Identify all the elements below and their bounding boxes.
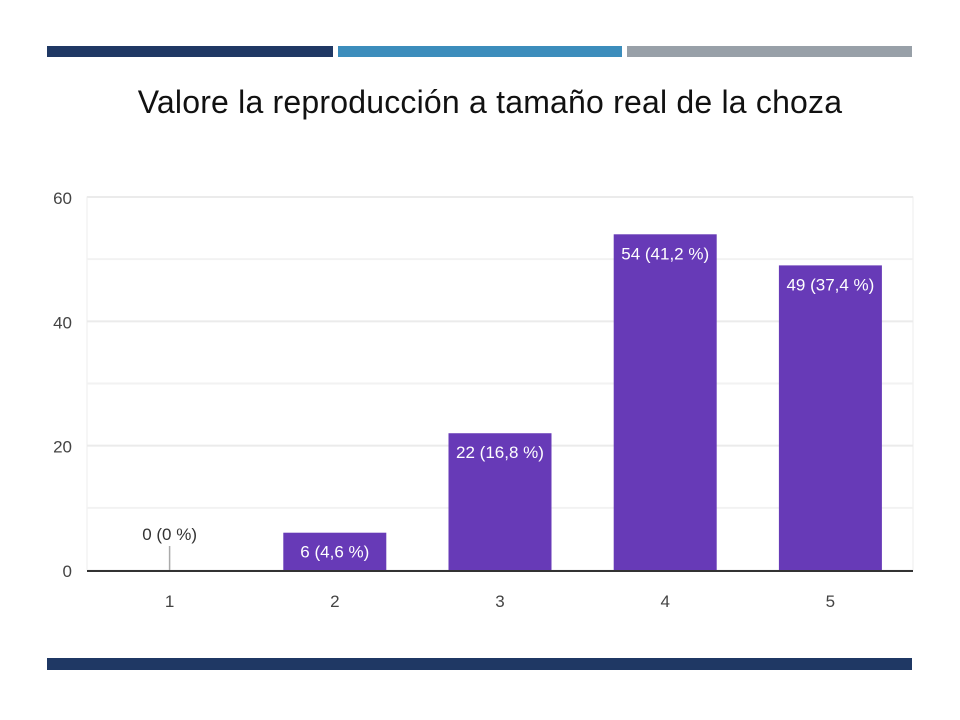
x-tick-label: 5 bbox=[826, 592, 835, 611]
data-label: 22 (16,8 %) bbox=[456, 443, 544, 462]
top-stripe-blue bbox=[338, 46, 622, 57]
x-tick-label: 2 bbox=[330, 592, 339, 611]
bar bbox=[613, 234, 717, 571]
top-stripe-navy bbox=[47, 46, 333, 57]
bottom-stripe bbox=[47, 658, 912, 670]
y-tick-label: 20 bbox=[53, 438, 72, 457]
y-tick-label: 40 bbox=[53, 313, 72, 332]
x-tick-label: 3 bbox=[495, 592, 504, 611]
bar bbox=[283, 532, 387, 570]
data-label: 0 (0 %) bbox=[142, 525, 197, 544]
y-tick-label: 60 bbox=[53, 189, 72, 208]
bar bbox=[448, 433, 552, 570]
bar bbox=[778, 265, 882, 570]
y-tick-label: 0 bbox=[63, 562, 72, 581]
x-tick-label: 1 bbox=[165, 592, 174, 611]
top-stripe-gray bbox=[627, 46, 912, 57]
x-tick-label: 4 bbox=[660, 592, 669, 611]
slide-title: Valore la reproducción a tamaño real de … bbox=[137, 84, 843, 120]
data-label: 54 (41,2 %) bbox=[621, 244, 709, 263]
data-label: 49 (37,4 %) bbox=[786, 275, 874, 294]
data-label: 6 (4,6 %) bbox=[300, 543, 369, 562]
